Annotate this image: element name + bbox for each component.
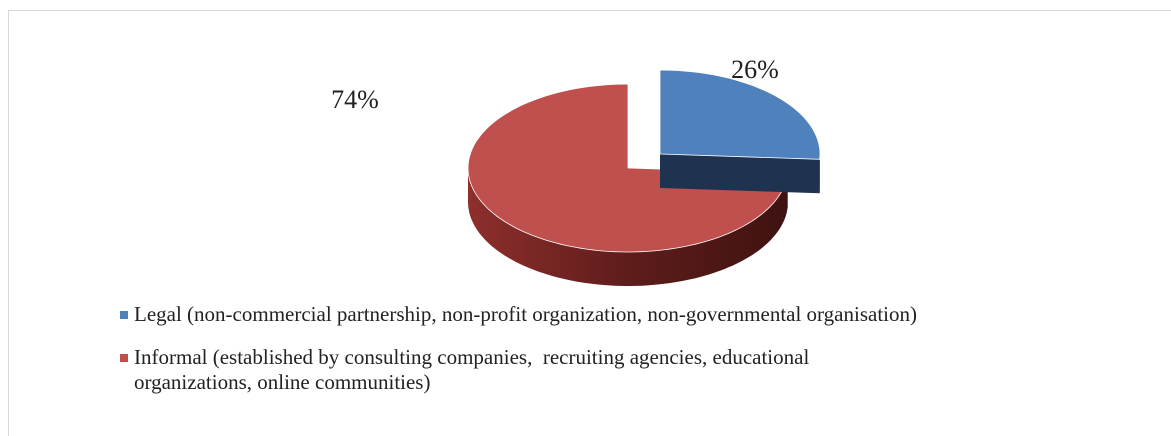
pie-slice bbox=[659, 69, 821, 160]
legend-label: Informal (established by consulting comp… bbox=[134, 345, 815, 394]
legend-item: Legal (non-commercial partnership, non-p… bbox=[120, 302, 1160, 327]
legend-swatch bbox=[120, 354, 128, 362]
chart-border bbox=[8, 10, 1171, 436]
legend: Legal (non-commercial partnership, non-p… bbox=[120, 302, 1160, 413]
pie-slice-face bbox=[660, 154, 820, 194]
legend-swatch bbox=[120, 311, 128, 319]
pie-slice bbox=[467, 83, 789, 253]
data-label: 74% bbox=[331, 85, 379, 114]
legend-item: Informal (established by consulting comp… bbox=[120, 345, 894, 395]
legend-label: Legal (non-commercial partnership, non-p… bbox=[134, 302, 917, 326]
data-label: 26% bbox=[731, 55, 779, 84]
pie-slice-side bbox=[468, 168, 788, 286]
